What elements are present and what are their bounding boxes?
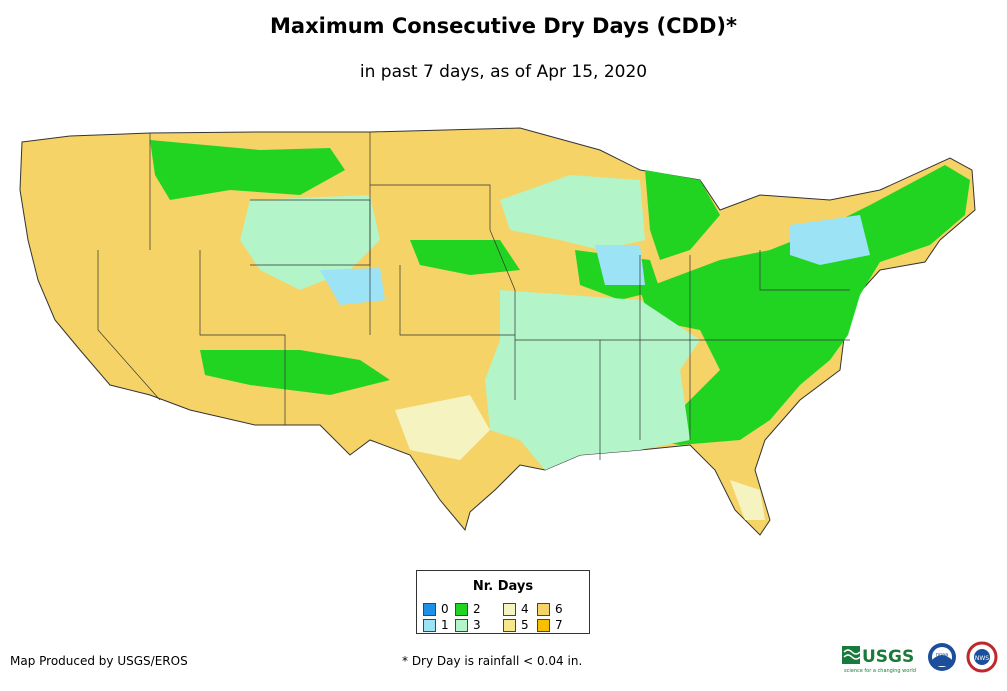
legend-swatch-7 — [537, 619, 550, 632]
map-subtitle: in past 7 days, as of Apr 15, 2020 — [359, 62, 648, 82]
legend-label-6: 6 — [555, 602, 563, 616]
legend-label-4: 4 — [521, 602, 529, 616]
noaa-logo: noaa — [928, 643, 956, 671]
agency-logos: USGS science for a changing world noaa N… — [842, 641, 998, 674]
legend: Nr. Days 0 2 4 6 1 3 5 7 — [416, 570, 590, 634]
legend-label-2: 2 — [473, 602, 481, 616]
pale-yellow-zones — [395, 395, 765, 520]
legend-swatch-3 — [455, 619, 468, 632]
map-title: Maximum Consecutive Dry Days (CDD)* — [270, 14, 737, 38]
legend-label-5: 5 — [521, 618, 529, 632]
legend-swatch-0 — [423, 603, 436, 616]
legend-swatch-2 — [455, 603, 468, 616]
green-zones — [150, 140, 970, 445]
nws-logo-text: NWS — [975, 655, 989, 662]
us-cdd-map — [19, 127, 976, 536]
legend-label-7: 7 — [555, 618, 563, 632]
noaa-logo-text: noaa — [936, 652, 948, 658]
usgs-logo-text: USGS — [862, 647, 914, 667]
legend-swatch-1 — [423, 619, 436, 632]
legend-swatch-5 — [503, 619, 516, 632]
legend-label-1: 1 — [441, 618, 449, 632]
legend-swatch-4 — [503, 603, 516, 616]
light-blue-zones — [320, 215, 870, 305]
nws-logo: NWS — [966, 641, 998, 673]
legend-title: Nr. Days — [472, 579, 534, 594]
dry-day-note: * Dry Day is rainfall < 0.04 in. — [402, 654, 583, 668]
producer-credit: Map Produced by USGS/EROS — [10, 654, 188, 668]
legend-swatch-6 — [537, 603, 550, 616]
state-boundaries — [97, 132, 850, 460]
legend-label-0: 0 — [441, 602, 449, 616]
light-green-zones — [240, 175, 700, 470]
legend-label-3: 3 — [473, 618, 481, 632]
usgs-tagline: science for a changing world — [844, 668, 916, 674]
usgs-logo: USGS science for a changing world — [842, 646, 916, 674]
